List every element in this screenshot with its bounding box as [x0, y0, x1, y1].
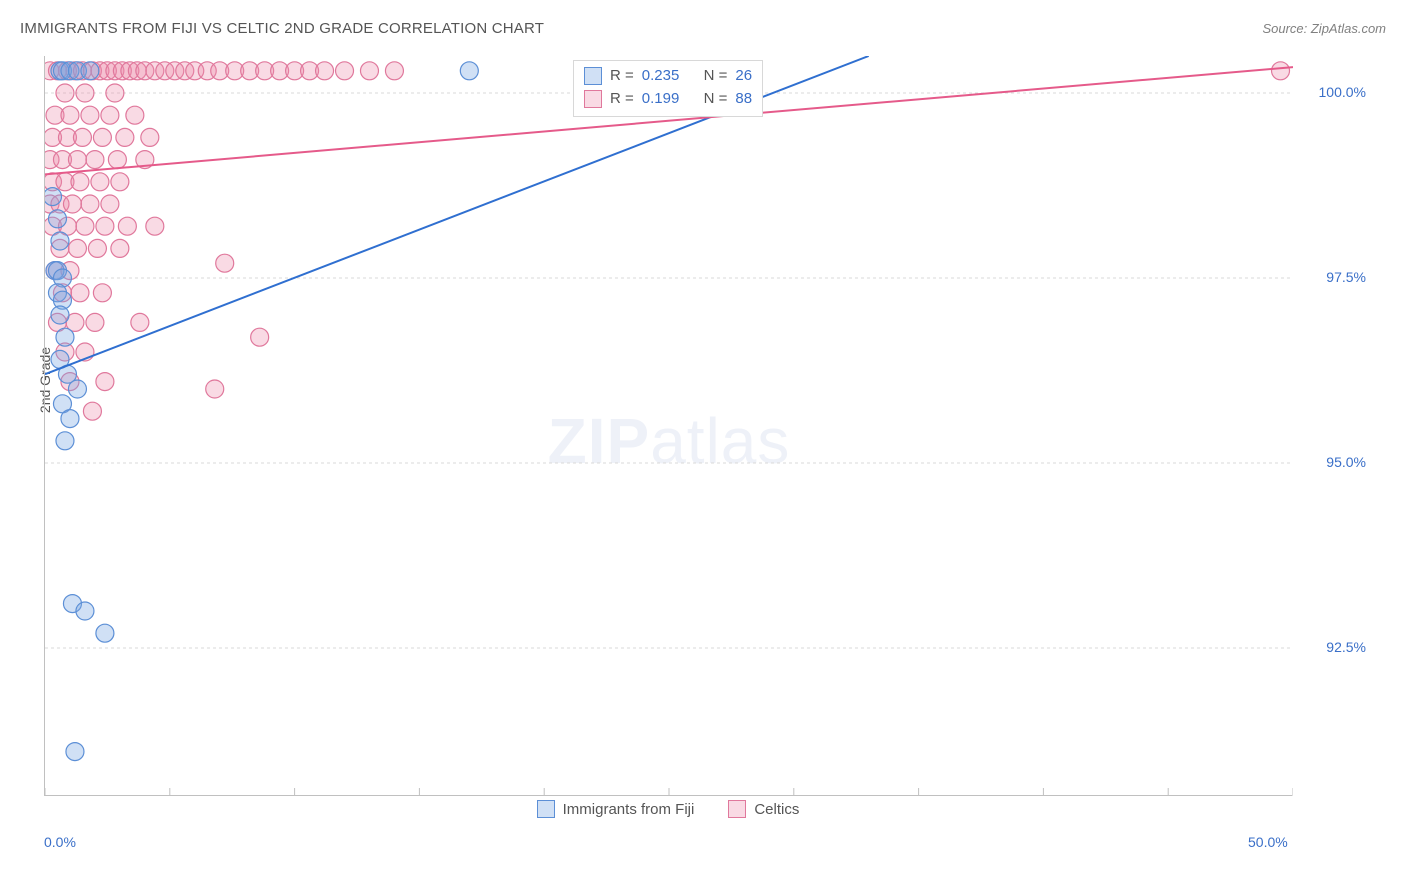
source-label: Source: ZipAtlas.com — [1262, 21, 1386, 36]
stat-n-fiji: 26 — [735, 65, 752, 88]
stat-r-fiji: 0.235 — [642, 65, 680, 88]
stats-row-fiji: R = 0.235 N = 26 — [584, 65, 752, 88]
legend-label-celtics: Celtics — [754, 801, 799, 818]
legend-item-fiji: Immigrants from Fiji — [537, 800, 695, 818]
swatch-celtics — [584, 90, 602, 108]
plot-area: ZIPatlas R = 0.235 N = 26 R = 0.199 — [44, 56, 1292, 796]
legend-item-celtics: Celtics — [728, 800, 799, 818]
legend: Immigrants from Fiji Celtics — [44, 800, 1292, 818]
title-row: IMMIGRANTS FROM FIJI VS CELTIC 2ND GRADE… — [20, 20, 1386, 37]
y-tick-label: 97.5% — [1326, 269, 1366, 285]
y-tick-label: 95.0% — [1326, 454, 1366, 470]
x-tick-label: 0.0% — [44, 834, 76, 850]
y-tick-label: 100.0% — [1319, 84, 1366, 100]
stats-box: R = 0.235 N = 26 R = 0.199 N = 88 — [573, 60, 763, 117]
swatch-fiji — [584, 67, 602, 85]
y-label-area: 92.5% 95.0% 97.5% 100.0% — [1292, 56, 1374, 796]
swatch-fiji — [537, 800, 555, 818]
chart-title: IMMIGRANTS FROM FIJI VS CELTIC 2ND GRADE… — [20, 20, 544, 37]
stat-n-label: N = — [704, 65, 728, 88]
plot-outer: ZIPatlas R = 0.235 N = 26 R = 0.199 — [44, 56, 1374, 796]
y-tick-label: 92.5% — [1326, 639, 1366, 655]
chart-container: IMMIGRANTS FROM FIJI VS CELTIC 2ND GRADE… — [0, 0, 1406, 892]
stat-r-label: R = — [610, 88, 634, 111]
stat-n-celtics: 88 — [735, 88, 752, 111]
stat-r-label: R = — [610, 65, 634, 88]
stats-row-celtics: R = 0.199 N = 88 — [584, 88, 752, 111]
x-tick-label: 50.0% — [1248, 834, 1288, 850]
stat-n-label: N = — [704, 88, 728, 111]
plot-svg — [45, 56, 1293, 796]
stat-r-celtics: 0.199 — [642, 88, 680, 111]
legend-label-fiji: Immigrants from Fiji — [563, 801, 695, 818]
swatch-celtics — [728, 800, 746, 818]
